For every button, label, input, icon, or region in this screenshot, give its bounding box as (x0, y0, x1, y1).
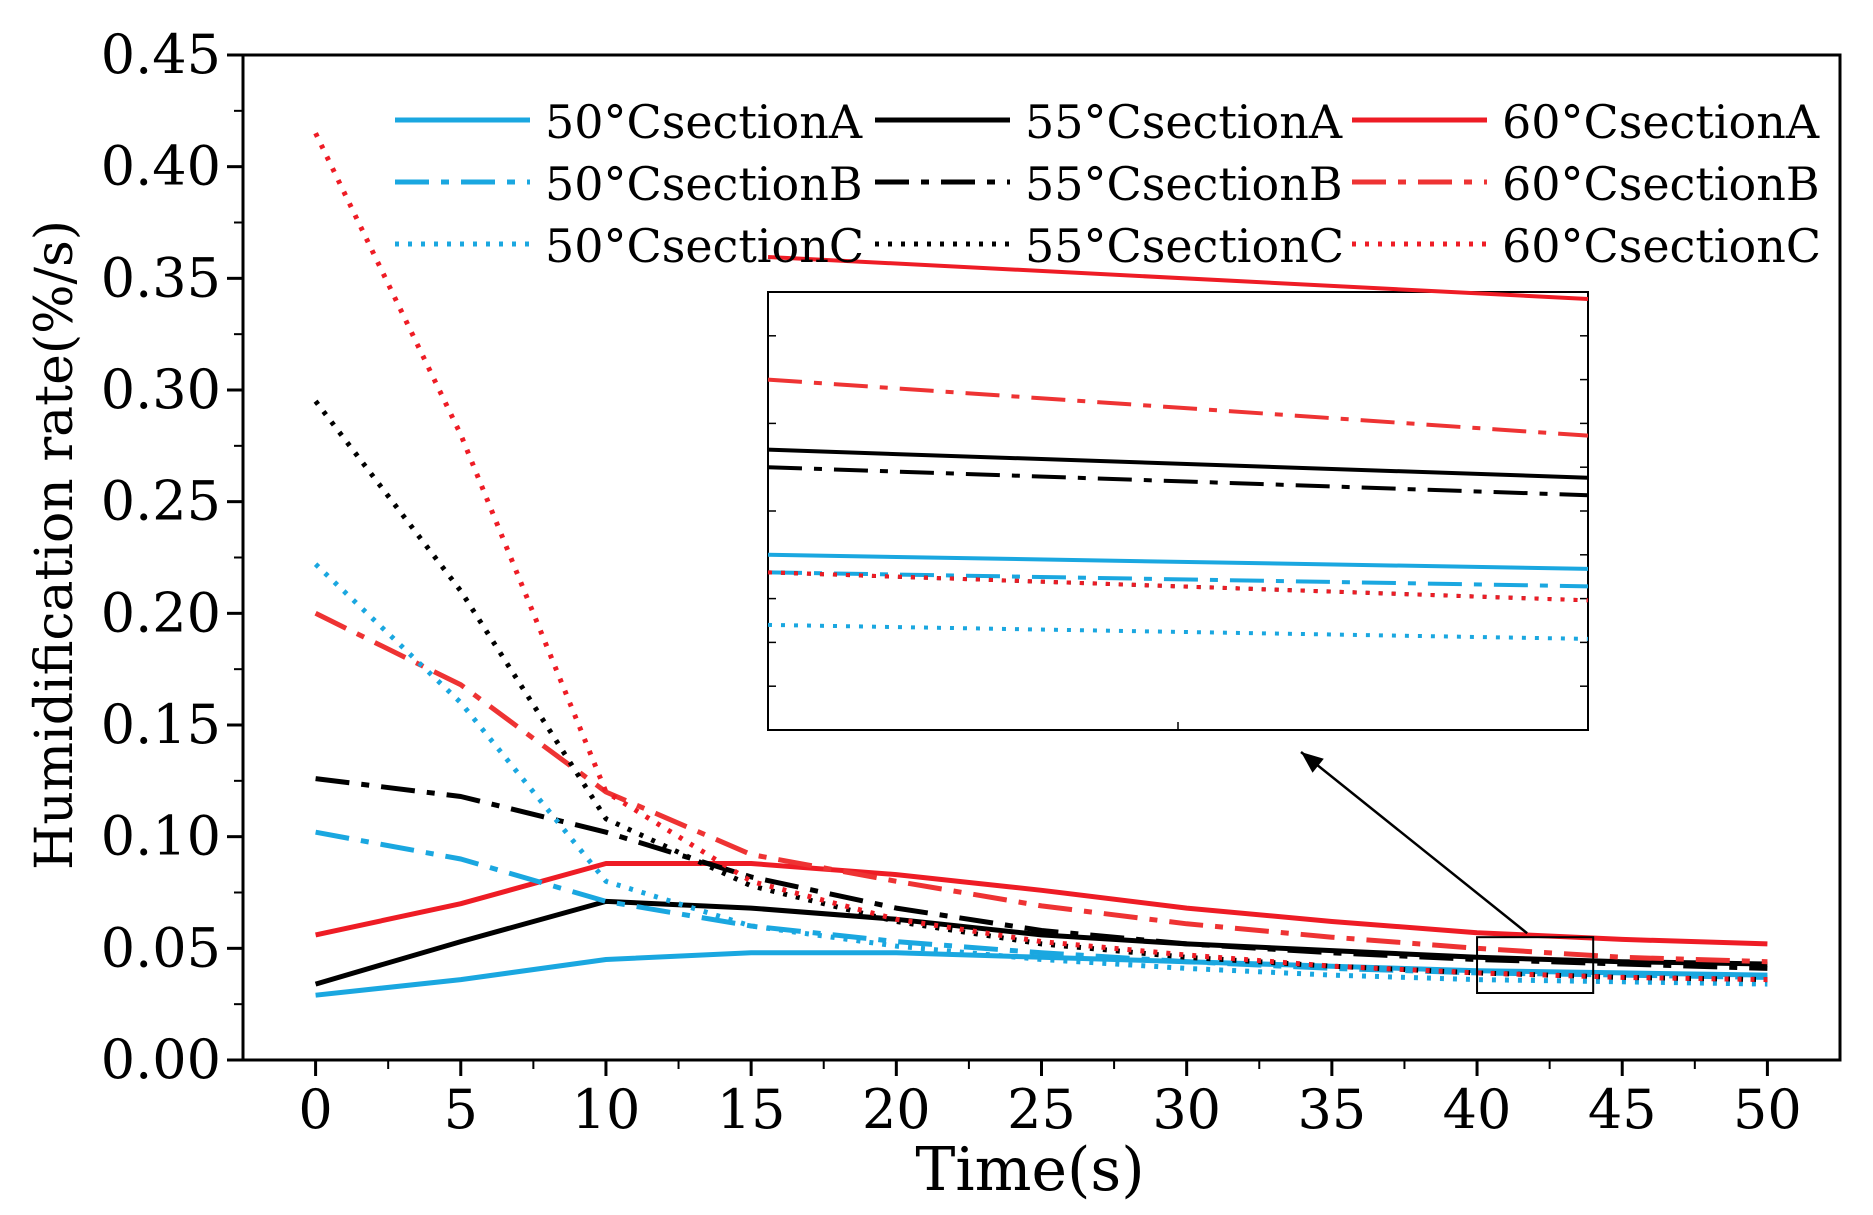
zoom-annotation (1300, 751, 1595, 995)
legend-label: 50°CsectionA (545, 95, 863, 149)
x-tick-label: 15 (717, 1078, 786, 1141)
inset-frame (767, 291, 1589, 731)
series-line-7 (313, 562, 1768, 987)
x-tick-label: 20 (862, 1078, 931, 1141)
inset-series-line-1 (767, 552, 1589, 571)
zoom-region-box (1476, 936, 1595, 995)
inset-plot (767, 254, 1589, 731)
x-tick-label: 5 (444, 1078, 478, 1141)
legend-label: 50°CsectionC (545, 219, 864, 273)
series-lines (313, 132, 1768, 998)
legend-label: 55°CsectionB (1025, 157, 1343, 211)
legend-label: 50°CsectionB (545, 157, 863, 211)
x-tick-label: 50 (1733, 1078, 1802, 1141)
legend-label: 55°CsectionC (1025, 219, 1344, 273)
y-tick-label: 0.25 (101, 470, 221, 533)
axes: 0 5 10 15 20 25 30 35 40 45 50 0.00 0.05 0.10 0.15 0.20… (101, 23, 1842, 1141)
x-tick-label: 35 (1298, 1078, 1367, 1141)
zoom-arrow (1300, 751, 1528, 935)
legend-label: 60°CsectionA (1502, 95, 1820, 149)
inset-series-line-2 (767, 447, 1589, 480)
y-axis-title: Humidification rate(%/s) (25, 220, 85, 870)
y-tick-label: 0.30 (101, 358, 221, 421)
y-tick-label: 0.45 (101, 23, 221, 86)
x-tick-label: 30 (1152, 1078, 1221, 1141)
x-tick-label: 0 (298, 1078, 332, 1141)
y-tick-label: 0.20 (101, 581, 221, 644)
y-tick-label: 0.05 (101, 916, 221, 979)
y-tick-label: 0.35 (101, 246, 221, 309)
y-tick-label: 0.40 (101, 135, 221, 198)
legend-label: 55°CsectionA (1025, 95, 1343, 149)
x-axis-title: Time(s) (915, 1135, 1144, 1205)
zoom-arrowhead (1301, 752, 1324, 773)
x-tick-label: 25 (1007, 1078, 1076, 1141)
legend: 50°CsectionA 55°CsectionA 60°CsectionA 50°C… (395, 95, 1821, 273)
inset-series-line-4 (767, 570, 1589, 589)
legend-label: 60°CsectionC (1502, 219, 1821, 273)
x-tick-label: 10 (572, 1078, 641, 1141)
legend-label: 60°CsectionB (1502, 157, 1820, 211)
x-tick-label: 45 (1588, 1078, 1657, 1141)
inset-series-line-5 (767, 465, 1589, 498)
inset-series-line-3 (767, 254, 1589, 302)
y-tick-label: 0.00 (101, 1028, 221, 1091)
y-tick-label: 0.10 (101, 805, 221, 868)
y-tick-label: 0.15 (101, 693, 221, 756)
inset-series-line-6 (767, 377, 1589, 438)
x-tick-label: 40 (1443, 1078, 1512, 1141)
series-line-5 (315, 776, 1768, 971)
